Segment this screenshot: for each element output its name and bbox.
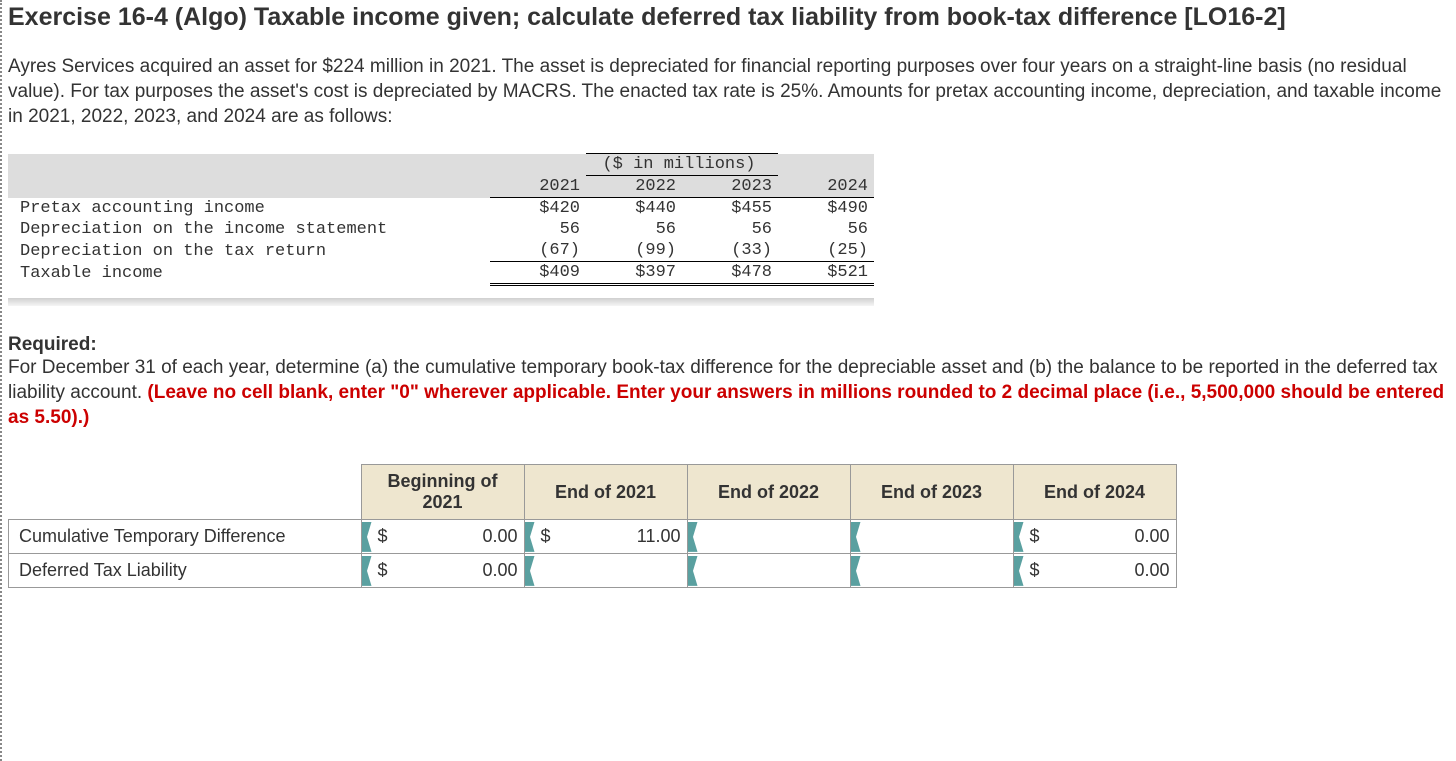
cell: (33) xyxy=(682,240,778,262)
answer-cell[interactable] xyxy=(687,520,850,554)
flag-icon xyxy=(362,522,372,552)
cell: 56 xyxy=(586,219,682,240)
row-label: Taxable income xyxy=(8,262,490,285)
cell-value: 0.00 xyxy=(1044,556,1176,586)
answer-cell[interactable]: $ 0.00 xyxy=(361,520,524,554)
row-label: Depreciation on the tax return xyxy=(8,240,490,262)
cell-value xyxy=(871,556,1013,586)
cell: $440 xyxy=(586,198,682,220)
cell-value: 0.00 xyxy=(392,556,524,586)
dollar-sign xyxy=(535,556,545,586)
cell-value xyxy=(708,556,850,586)
col-header: End of 2022 xyxy=(687,465,850,520)
dollar-sign: $ xyxy=(1024,556,1044,586)
answer-cell[interactable]: $ 11.00 xyxy=(524,520,687,554)
data-table-container: ($ in millions) 2021 2022 2023 2024 Pret… xyxy=(8,153,1456,306)
cell-value: 0.00 xyxy=(392,522,524,552)
cell: $397 xyxy=(586,262,682,285)
row-label: Pretax accounting income xyxy=(8,198,490,220)
col-header: End of 2021 xyxy=(524,465,687,520)
cell: $478 xyxy=(682,262,778,285)
answer-cell[interactable] xyxy=(524,554,687,588)
year-header: 2021 xyxy=(490,176,586,198)
flag-icon xyxy=(688,556,698,586)
answer-cell[interactable] xyxy=(687,554,850,588)
answer-cell[interactable] xyxy=(850,554,1013,588)
dollar-sign: $ xyxy=(372,556,392,586)
table-caption: ($ in millions) xyxy=(586,154,778,176)
dollar-sign: $ xyxy=(1024,522,1044,552)
row-label: Depreciation on the income statement xyxy=(8,219,490,240)
required-heading: Required: xyxy=(8,334,1456,356)
required-text: For December 31 of each year, determine … xyxy=(8,356,1456,430)
dollar-sign: $ xyxy=(372,522,392,552)
cell-value: 0.00 xyxy=(1044,522,1176,552)
cell: $455 xyxy=(682,198,778,220)
row-label: Deferred Tax Liability xyxy=(9,554,362,588)
flag-icon xyxy=(525,556,535,586)
flag-icon xyxy=(851,522,861,552)
flag-icon xyxy=(362,556,372,586)
problem-description: Ayres Services acquired an asset for $22… xyxy=(8,55,1456,129)
cell-value xyxy=(545,556,687,586)
cell: $420 xyxy=(490,198,586,220)
cell-value xyxy=(871,522,1013,552)
answer-table: Beginning of 2021 End of 2021 End of 202… xyxy=(8,464,1177,588)
cell: 56 xyxy=(778,219,874,240)
flag-icon xyxy=(851,556,861,586)
cell: $490 xyxy=(778,198,874,220)
answer-cell[interactable]: $ 0.00 xyxy=(1013,554,1176,588)
cell-value: 11.00 xyxy=(555,522,687,552)
cell: 56 xyxy=(682,219,778,240)
cell-value xyxy=(708,522,850,552)
row-label: Cumulative Temporary Difference xyxy=(9,520,362,554)
cell: (25) xyxy=(778,240,874,262)
dollar-sign: $ xyxy=(535,522,555,552)
year-header: 2024 xyxy=(778,176,874,198)
answer-cell[interactable] xyxy=(850,520,1013,554)
flag-icon xyxy=(1014,556,1024,586)
col-header: Beginning of 2021 xyxy=(361,465,524,520)
dollar-sign xyxy=(698,522,708,552)
dollar-sign xyxy=(861,522,871,552)
year-header: 2022 xyxy=(586,176,682,198)
answer-cell[interactable]: $ 0.00 xyxy=(361,554,524,588)
required-note: (Leave no cell blank, enter "0" wherever… xyxy=(8,382,1444,428)
flag-icon xyxy=(688,522,698,552)
year-header: 2023 xyxy=(682,176,778,198)
data-table: ($ in millions) 2021 2022 2023 2024 Pret… xyxy=(8,153,874,306)
cell: (67) xyxy=(490,240,586,262)
col-header: End of 2024 xyxy=(1013,465,1176,520)
exercise-title: Exercise 16-4 (Algo) Taxable income give… xyxy=(8,2,1456,33)
dollar-sign xyxy=(698,556,708,586)
cell: $521 xyxy=(778,262,874,285)
cell: (99) xyxy=(586,240,682,262)
cell: 56 xyxy=(490,219,586,240)
cell: $409 xyxy=(490,262,586,285)
dollar-sign xyxy=(861,556,871,586)
answer-cell[interactable]: $ 0.00 xyxy=(1013,520,1176,554)
flag-icon xyxy=(525,522,535,552)
col-header: End of 2023 xyxy=(850,465,1013,520)
flag-icon xyxy=(1014,522,1024,552)
